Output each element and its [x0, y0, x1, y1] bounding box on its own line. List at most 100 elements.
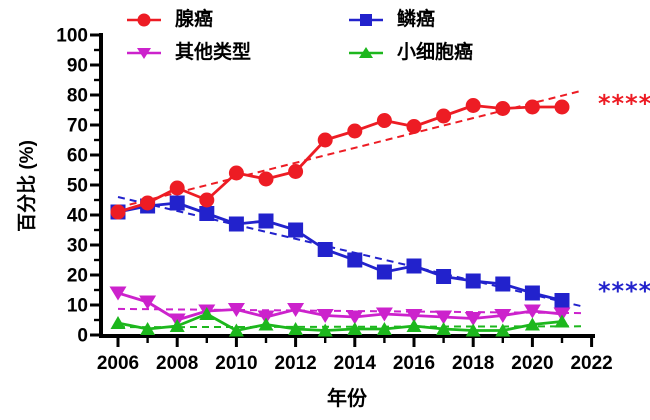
adenocarcinoma-point: [376, 113, 392, 128]
small-cell-carcinoma-point: [228, 323, 244, 337]
adenocarcinoma-point: [258, 171, 274, 187]
x-tick-label: 2020: [511, 353, 553, 374]
adenocarcinoma-point: [465, 98, 481, 113]
triangle-down-marker-icon: [127, 48, 161, 59]
other-types-point: [405, 309, 423, 323]
other-types-point: [523, 304, 541, 319]
x-tick-label: 2016: [393, 353, 435, 374]
squamous-carcinoma-point: [495, 276, 511, 292]
small-cell-carcinoma-point: [376, 322, 392, 335]
adenocarcinoma-point: [140, 195, 156, 211]
small-cell-carcinoma-point: [465, 323, 481, 337]
adenocarcinoma-point: [347, 123, 363, 139]
adenocarcinoma-point: [110, 204, 126, 220]
small-cell-carcinoma-point: [288, 322, 304, 335]
small-cell-carcinoma-point: [495, 323, 511, 337]
other-types-point: [464, 312, 482, 326]
squamous-carcinoma-point: [524, 285, 540, 301]
adenocarcinoma-point: [199, 192, 215, 208]
circle-marker-icon: [127, 13, 161, 27]
legend-label-squamous-carcinoma: 鳞癌: [397, 9, 436, 30]
legend-item-adenocarcinoma: 腺癌: [126, 8, 348, 32]
square-marker-icon: [349, 14, 383, 26]
other-types-point: [139, 295, 157, 310]
other-types-point: [109, 286, 127, 301]
other-types-point: [435, 310, 453, 325]
legend-item-other-types: 其他类型: [126, 41, 348, 65]
other-types-point: [375, 307, 393, 322]
x-tick-label: 2006: [97, 353, 139, 374]
squamous-carcinoma-point: [347, 252, 363, 268]
significance-adenocarcinoma: ****: [598, 90, 650, 118]
series-small-cell-carcinoma: [110, 307, 570, 337]
small-cell-carcinoma-point: [140, 322, 156, 335]
small-cell-carcinoma-point: [169, 319, 185, 332]
adenocarcinoma-point: [169, 180, 185, 196]
y-tick-label: 90: [67, 56, 88, 77]
adenocarcinoma-point: [406, 119, 422, 134]
series-adenocarcinoma: [110, 98, 570, 220]
adenocarcinoma-point: [554, 99, 570, 115]
adenocarcinoma-point: [288, 164, 304, 179]
other-types-point: [316, 309, 334, 323]
y-tick-label: 70: [67, 116, 88, 137]
series-line-squamous-carcinoma: [117, 201, 563, 302]
x-tick-label: 2018: [452, 353, 494, 374]
squamous-carcinoma-point: [436, 269, 452, 284]
squamous-carcinoma-point: [317, 242, 333, 257]
small-cell-carcinoma-point: [524, 317, 540, 331]
y-tick-label: 0: [77, 326, 88, 347]
squamous-carcinoma-point: [465, 273, 481, 289]
series-line-adenocarcinoma: [117, 104, 562, 214]
x-tick-label: 2022: [570, 353, 612, 374]
x-tick-label: 2008: [156, 353, 198, 374]
other-types-point: [494, 309, 512, 323]
small-cell-carcinoma-point: [406, 319, 422, 332]
small-cell-carcinoma-point: [554, 314, 570, 328]
y-tick-label: 40: [67, 206, 88, 227]
small-cell-carcinoma-point: [199, 307, 215, 320]
legend-item-squamous-carcinoma: 鳞癌: [348, 8, 473, 32]
adenocarcinoma-point: [436, 108, 452, 124]
x-tick-label: 2010: [215, 353, 257, 374]
small-cell-carcinoma-point: [110, 316, 126, 329]
series-line-small-cell-carcinoma: [117, 312, 563, 332]
x-tick-label: 2012: [274, 353, 316, 374]
y-tick-label: 60: [67, 146, 88, 167]
y-tick-label: 50: [67, 176, 88, 197]
adenocarcinoma-point: [495, 101, 511, 116]
small-cell-carcinoma-point: [436, 322, 452, 335]
y-tick-label: 10: [67, 296, 88, 317]
legend: 腺癌 鳞癌 其他类型 小细胞癌: [126, 8, 473, 65]
x-tick-label: 2014: [334, 353, 377, 374]
squamous-carcinoma-point: [406, 258, 422, 274]
small-cell-carcinoma-point: [317, 323, 333, 337]
small-cell-carcinoma-point: [258, 317, 274, 331]
adenocarcinoma-point: [524, 99, 540, 115]
series-line-other-types: [117, 291, 563, 322]
trend-line-squamous-carcinoma: [117, 196, 583, 308]
other-types-point: [227, 303, 245, 317]
squamous-carcinoma-point: [376, 264, 392, 280]
significance-squamous-carcinoma: ****: [598, 277, 650, 305]
legend-item-small-cell-carcinoma: 小细胞癌: [348, 41, 473, 65]
squamous-carcinoma-point: [228, 216, 244, 232]
adenocarcinoma-point: [228, 165, 244, 181]
legend-label-other-types: 其他类型: [175, 42, 252, 63]
squamous-carcinoma-point: [288, 222, 304, 238]
x-axis-title: 年份: [327, 388, 367, 410]
adenocarcinoma-point: [317, 132, 333, 148]
small-cell-carcinoma-point: [347, 322, 363, 335]
y-tick-label: 20: [67, 266, 88, 287]
y-tick-label: 30: [67, 236, 88, 257]
triangle-up-marker-icon: [349, 47, 383, 58]
squamous-carcinoma-point: [169, 195, 185, 211]
legend-label-adenocarcinoma: 腺癌: [175, 9, 214, 30]
squamous-carcinoma-point: [554, 293, 570, 308]
squamous-carcinoma-point: [258, 213, 274, 229]
legend-label-small-cell-carcinoma: 小细胞癌: [397, 42, 474, 63]
other-types-point: [287, 303, 305, 317]
series-other-types: [109, 286, 571, 328]
y-axis-title: 百分比 (%): [17, 140, 38, 232]
